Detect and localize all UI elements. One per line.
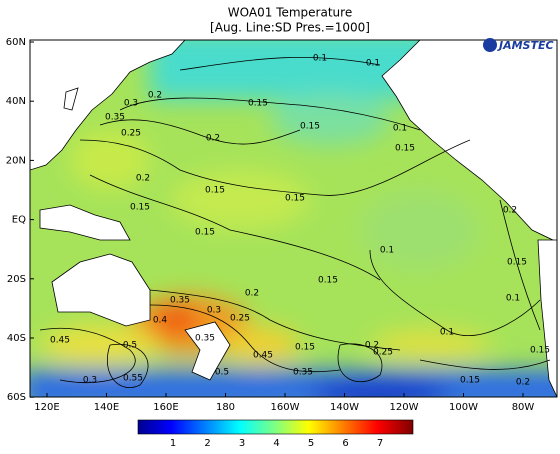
- logo-text: JAMSTEC: [497, 39, 554, 52]
- contour-label: 0.15: [205, 186, 225, 196]
- contour-label: 0.15: [195, 228, 215, 238]
- contour-label: 0.1: [380, 246, 394, 256]
- lon-label: 100W: [449, 402, 478, 413]
- contour-label: 0.2: [365, 341, 379, 351]
- colorbar-label: 2: [204, 438, 210, 449]
- contour-label: 0.35: [170, 296, 190, 306]
- contour-label: 0.15: [285, 194, 305, 204]
- contour-label: 0.55: [123, 374, 143, 384]
- contour-label: 0.25: [373, 348, 393, 358]
- lat-label: EQ: [12, 215, 26, 226]
- lon-label: 140E: [94, 402, 119, 413]
- contour-label: 0.15: [130, 203, 150, 213]
- title: WOA01 Temperature: [228, 6, 352, 20]
- contour-label: 0.2: [148, 91, 162, 101]
- colorbar: [137, 419, 414, 435]
- contour-label: 0.45: [50, 336, 70, 346]
- colorbar-label: 3: [239, 438, 245, 449]
- contour-label: 0.1: [393, 124, 407, 134]
- contour-label: 0.15: [318, 276, 338, 286]
- lon-label: 160W: [271, 402, 300, 413]
- lat-label: 60N: [6, 37, 26, 48]
- subtitle: [Aug. Line:SD Pres.=1000]: [210, 21, 370, 35]
- contour-label: 0.1: [313, 54, 327, 64]
- contour-label: 0.15: [530, 346, 550, 356]
- contour-label: 0.15: [395, 144, 415, 154]
- contour-label: 0.1: [366, 59, 380, 69]
- colorbar-label: 7: [377, 438, 383, 449]
- colorbar-label: 5: [308, 438, 314, 449]
- contour-label: 0.3: [207, 306, 221, 316]
- lon-label: 120E: [34, 402, 59, 413]
- contour-label: 0.35: [105, 113, 125, 123]
- contour-label: 0.2: [516, 378, 530, 388]
- lat-label: 40S: [7, 333, 26, 344]
- contour-label: 0.5: [215, 368, 229, 378]
- lon-label: 80W: [512, 402, 535, 413]
- lat-label: 20N: [6, 155, 26, 166]
- logo: JAMSTEC: [483, 38, 554, 52]
- contour-label: 0.35: [293, 368, 313, 378]
- contour-label: 0.25: [121, 129, 141, 139]
- contour-label: 0.15: [460, 376, 480, 386]
- contour-label: 0.1: [440, 328, 454, 338]
- colorbar-label: 6: [342, 438, 348, 449]
- lon-label: 120W: [390, 402, 419, 413]
- contours: [39, 57, 551, 388]
- contour-label: 0.25: [230, 314, 250, 324]
- lat-label: 40N: [6, 96, 26, 107]
- contour-label: 0.3: [83, 376, 97, 386]
- contour-label: 0.2: [206, 134, 220, 144]
- land: [30, 40, 557, 397]
- contour-label: 0.1: [506, 294, 520, 304]
- map-frame: [29, 39, 558, 398]
- contour-label: 0.35: [195, 334, 215, 344]
- lat-label: 60S: [7, 392, 26, 403]
- contour-label: 0.5: [123, 341, 137, 351]
- contour-label: 0.15: [295, 343, 315, 353]
- contour-label: 0.45: [253, 351, 273, 361]
- colorbar-label: 1: [170, 438, 176, 449]
- contour-label: 0.2: [136, 174, 150, 184]
- lon-label: 140W: [330, 402, 359, 413]
- contour-label: 0.15: [248, 99, 268, 109]
- contour-label: 0.4: [153, 316, 168, 326]
- contour-label: 0.15: [507, 258, 527, 268]
- contour-label: 0.3: [124, 99, 138, 109]
- lat-label: 20S: [7, 274, 26, 285]
- contour-label: 0.15: [300, 122, 320, 132]
- lon-label: 180: [216, 402, 235, 413]
- contour-label: 0.2: [245, 289, 259, 299]
- contour-label: 0.2: [503, 206, 517, 216]
- lon-label: 160E: [153, 402, 178, 413]
- colorbar-label: 4: [273, 438, 279, 449]
